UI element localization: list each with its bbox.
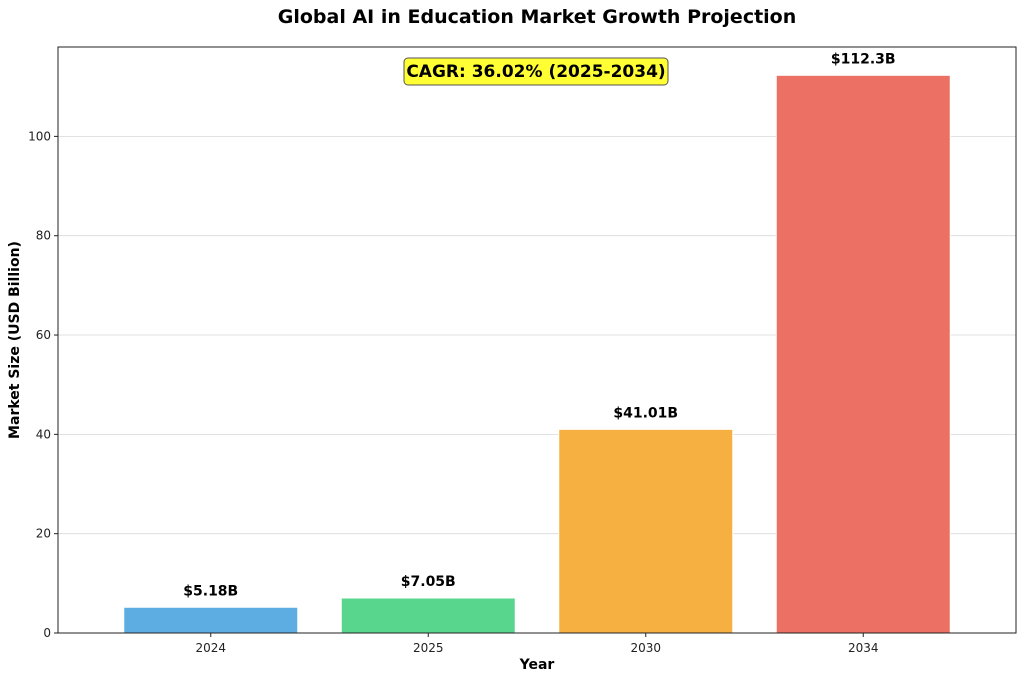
cagr-annotation-box xyxy=(403,57,669,86)
y-tick-label: 100 xyxy=(28,129,51,143)
bar-2034 xyxy=(775,74,951,634)
value-label-2030: $41.01B xyxy=(613,405,678,421)
y-tick-label: 0 xyxy=(43,626,51,640)
value-label-2034: $112.3B xyxy=(831,51,896,67)
y-tick-label: 20 xyxy=(36,527,51,541)
chart-title: Global AI in Education Market Growth Pro… xyxy=(278,6,797,28)
bar-2024 xyxy=(123,606,299,634)
x-axis-ticks: 2024 2025 2030 2034 xyxy=(195,633,879,655)
bars xyxy=(123,74,951,634)
x-axis-label: Year xyxy=(519,657,555,673)
cagr-annotation: CAGR: 36.02% (2025-2034) xyxy=(403,57,669,86)
cagr-annotation-text: CAGR: 36.02% (2025-2034) xyxy=(406,62,665,82)
value-labels: $5.18B $7.05B $41.01B $112.3B xyxy=(183,51,895,599)
x-tick-label-2034: 2034 xyxy=(848,641,879,655)
bar-2025 xyxy=(340,597,516,634)
y-axis-ticks: 0 20 40 60 80 100 xyxy=(28,129,58,640)
value-label-2025: $7.05B xyxy=(401,574,456,590)
plot-frame xyxy=(57,46,1017,634)
x-tick-label-2024: 2024 xyxy=(195,641,226,655)
x-tick-label-2025: 2025 xyxy=(413,641,444,655)
y-tick-label: 60 xyxy=(36,328,51,342)
x-tick-label-2030: 2030 xyxy=(630,641,661,655)
y-tick-label: 80 xyxy=(36,229,51,243)
bar-2030 xyxy=(558,428,734,634)
y-tick-label: 40 xyxy=(36,427,51,441)
value-label-2024: $5.18B xyxy=(183,583,238,599)
y-axis-label: Market Size (USD Billion) xyxy=(7,241,23,439)
